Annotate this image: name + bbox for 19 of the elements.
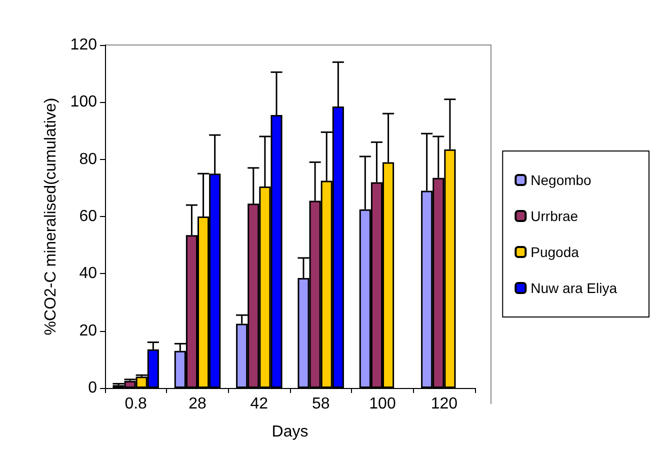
y-tick-label: 100: [70, 94, 98, 111]
x-axis-title: Days: [272, 424, 308, 440]
y-tick-label: 0: [88, 380, 98, 396]
x-tick-label: 0.8: [124, 396, 148, 412]
y-axis-title: %CO2-C mineralised(cumulative): [42, 98, 60, 336]
y-tick-label: 40: [79, 265, 98, 282]
legend-label: Urrbrae: [530, 208, 578, 224]
legend-label: Pugoda: [530, 244, 580, 260]
x-tick-label: 100: [369, 396, 396, 412]
y-tick-label: 20: [79, 322, 98, 340]
x-tick-label: 42: [250, 396, 268, 412]
y-tick-label: 80: [79, 150, 98, 168]
x-tick-label: 58: [312, 396, 330, 412]
legend-label: Negombo: [530, 172, 592, 188]
y-tick-label: 60: [79, 208, 98, 225]
x-tick-label: 120: [430, 396, 458, 412]
legend-label: Nuw ara Eliya: [530, 280, 618, 296]
y-tick-label: 120: [70, 36, 98, 54]
x-tick-label: 28: [188, 396, 206, 412]
